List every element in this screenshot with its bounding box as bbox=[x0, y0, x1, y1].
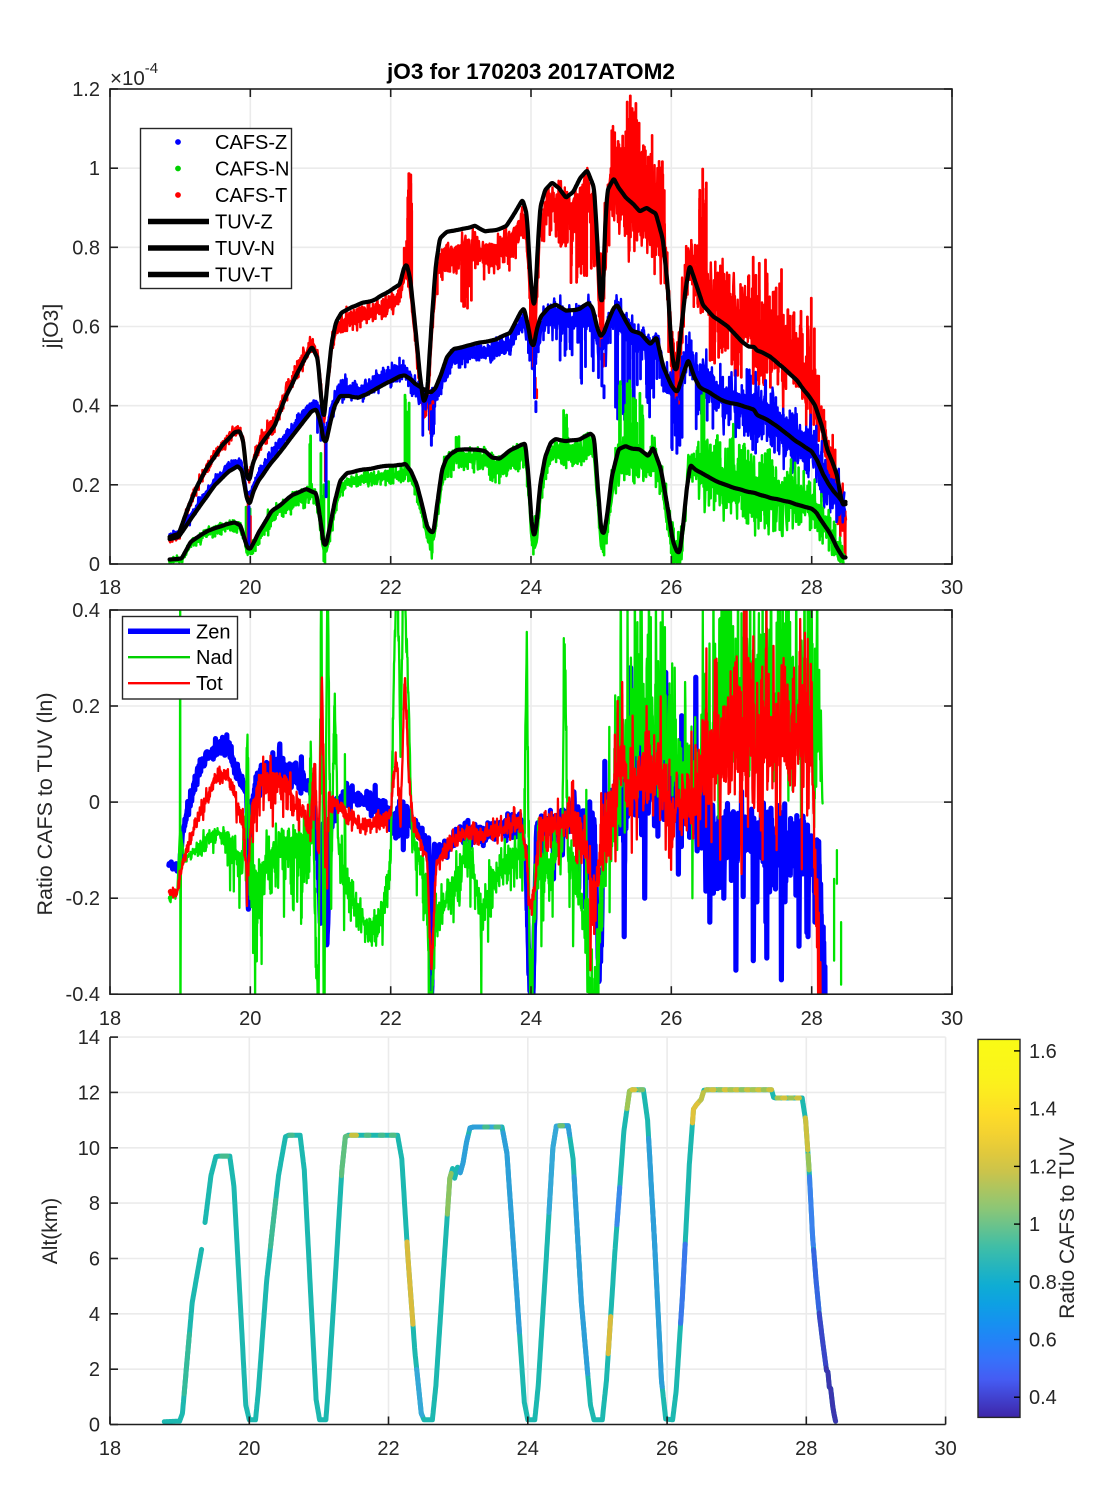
svg-text:22: 22 bbox=[380, 577, 402, 599]
svg-text:Tot: Tot bbox=[196, 673, 223, 695]
svg-text:2: 2 bbox=[89, 1359, 100, 1381]
svg-text:-0.2: -0.2 bbox=[66, 888, 100, 910]
svg-text:22: 22 bbox=[380, 1008, 402, 1030]
svg-text:8: 8 bbox=[89, 1193, 100, 1215]
svg-text:24: 24 bbox=[520, 1008, 542, 1030]
svg-text:4: 4 bbox=[89, 1304, 100, 1326]
svg-text:0.4: 0.4 bbox=[72, 396, 100, 418]
svg-text:0.6: 0.6 bbox=[72, 317, 100, 339]
svg-text:1.2: 1.2 bbox=[72, 79, 100, 101]
svg-text:0.4: 0.4 bbox=[72, 600, 100, 622]
svg-text:22: 22 bbox=[377, 1438, 399, 1460]
svg-text:0.8: 0.8 bbox=[72, 237, 100, 259]
svg-text:0.2: 0.2 bbox=[72, 475, 100, 497]
svg-text:14: 14 bbox=[78, 1027, 100, 1049]
svg-text:Nad: Nad bbox=[196, 647, 233, 669]
svg-text:0.8: 0.8 bbox=[1029, 1272, 1057, 1294]
svg-text:Zen: Zen bbox=[196, 621, 230, 643]
svg-text:26: 26 bbox=[660, 1008, 682, 1030]
svg-text:j[O3]: j[O3] bbox=[40, 304, 63, 349]
svg-text:Ratio CAFS to TUV: Ratio CAFS to TUV bbox=[1056, 1137, 1079, 1319]
svg-text:1: 1 bbox=[1029, 1214, 1040, 1236]
svg-text:Alt(km): Alt(km) bbox=[39, 1198, 62, 1265]
svg-text:30: 30 bbox=[941, 1008, 963, 1030]
svg-text:30: 30 bbox=[934, 1438, 956, 1460]
svg-text:12: 12 bbox=[78, 1082, 100, 1104]
svg-text:20: 20 bbox=[238, 1438, 260, 1460]
svg-text:30: 30 bbox=[941, 577, 963, 599]
svg-text:6: 6 bbox=[89, 1249, 100, 1271]
svg-text:TUV-Z: TUV-Z bbox=[215, 212, 273, 234]
svg-text:1.4: 1.4 bbox=[1029, 1099, 1057, 1121]
svg-text:0.6: 0.6 bbox=[1029, 1330, 1057, 1352]
svg-text:0.4: 0.4 bbox=[1029, 1387, 1057, 1409]
svg-text:CAFS-N: CAFS-N bbox=[215, 159, 289, 181]
svg-text:18: 18 bbox=[99, 1008, 121, 1030]
svg-text:0: 0 bbox=[89, 792, 100, 814]
svg-text:20: 20 bbox=[239, 577, 261, 599]
svg-text:0: 0 bbox=[89, 1415, 100, 1437]
svg-text:18: 18 bbox=[99, 1438, 121, 1460]
svg-text:TUV-N: TUV-N bbox=[215, 238, 275, 260]
svg-text:18: 18 bbox=[99, 577, 121, 599]
svg-text:20: 20 bbox=[239, 1008, 261, 1030]
svg-text:TUV-T: TUV-T bbox=[215, 265, 273, 287]
svg-text:1: 1 bbox=[89, 158, 100, 180]
svg-text:jO3 for 170203 2017ATOM2: jO3 for 170203 2017ATOM2 bbox=[386, 59, 675, 84]
svg-text:0.2: 0.2 bbox=[72, 696, 100, 718]
svg-text:CAFS-T: CAFS-T bbox=[215, 185, 287, 207]
svg-text:28: 28 bbox=[795, 1438, 817, 1460]
svg-text:28: 28 bbox=[801, 577, 823, 599]
svg-text:1.6: 1.6 bbox=[1029, 1041, 1057, 1063]
svg-text:10: 10 bbox=[78, 1138, 100, 1160]
svg-text:24: 24 bbox=[520, 577, 542, 599]
svg-text:-0.4: -0.4 bbox=[66, 984, 100, 1006]
svg-text:CAFS-Z: CAFS-Z bbox=[215, 132, 287, 154]
svg-text:26: 26 bbox=[656, 1438, 678, 1460]
svg-text:0: 0 bbox=[89, 554, 100, 576]
svg-text:24: 24 bbox=[517, 1438, 539, 1460]
svg-text:28: 28 bbox=[801, 1008, 823, 1030]
svg-text:1.2: 1.2 bbox=[1029, 1156, 1057, 1178]
svg-text:Ratio CAFS to TUV (ln): Ratio CAFS to TUV (ln) bbox=[33, 692, 57, 915]
svg-text:26: 26 bbox=[660, 577, 682, 599]
